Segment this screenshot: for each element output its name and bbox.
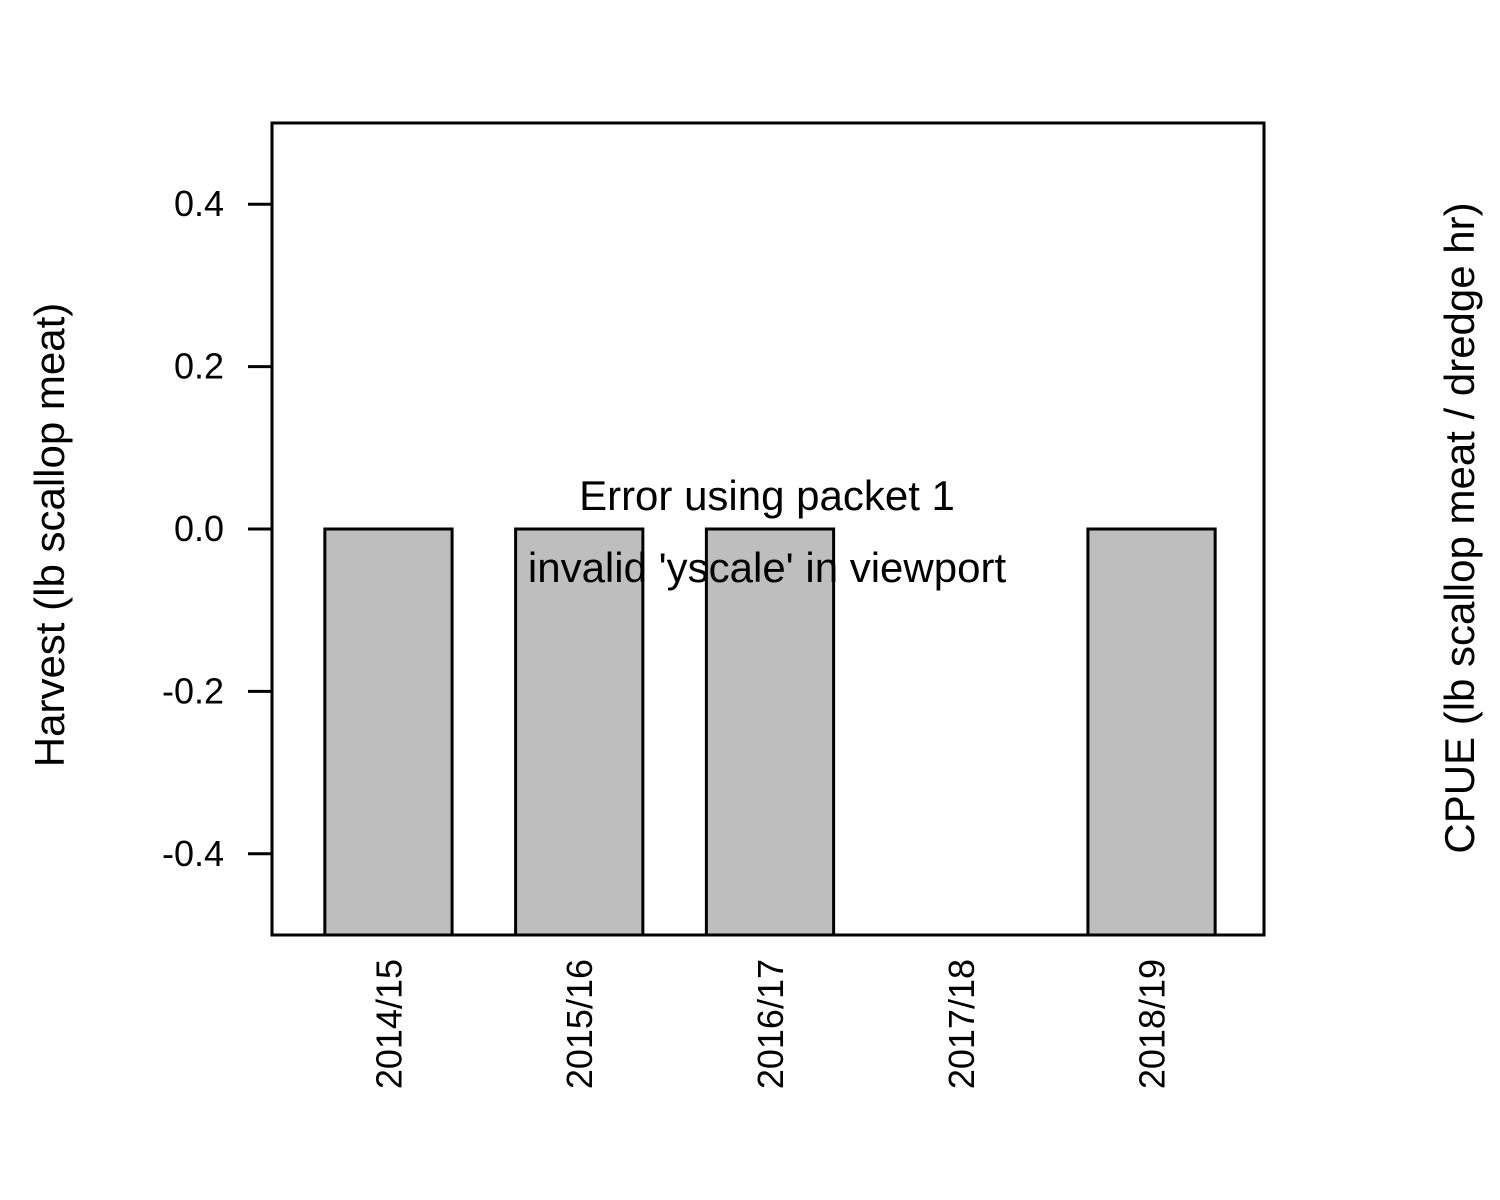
x-tick-label: 2014/15 (368, 959, 409, 1089)
bar-2015-16 (514, 527, 645, 937)
y-tick-label: 0.0 (174, 508, 224, 549)
bar-2016-17 (704, 527, 836, 937)
y-axis-label-right: CPUE (lb scallop meat / dredge hr) (1436, 202, 1483, 853)
y-tick-label: -0.4 (162, 833, 224, 874)
x-tick-label: 2017/18 (941, 959, 982, 1089)
y-axis: -0.4 -0.2 0.0 0.2 0.4 (162, 183, 272, 874)
y-tick-label: 0.4 (174, 183, 224, 224)
x-axis: 2014/15 2015/16 2016/17 2017/18 2018/19 (368, 959, 1172, 1089)
error-message-line-1: Error using packet 1 (579, 472, 955, 519)
y-axis-label-left: Harvest (lb scallop meat) (26, 303, 73, 767)
bar-2014-15 (323, 527, 454, 937)
bar-group (323, 527, 1217, 937)
y-tick-label: 0.2 (174, 346, 224, 387)
bar-2018-19 (1086, 527, 1217, 937)
y-tick-label: -0.2 (162, 670, 224, 711)
x-tick-label: 2018/19 (1132, 959, 1173, 1089)
x-tick-label: 2015/16 (559, 959, 600, 1089)
error-message-line-2: invalid 'yscale' in viewport (528, 544, 1007, 591)
x-tick-label: 2016/17 (750, 959, 791, 1089)
